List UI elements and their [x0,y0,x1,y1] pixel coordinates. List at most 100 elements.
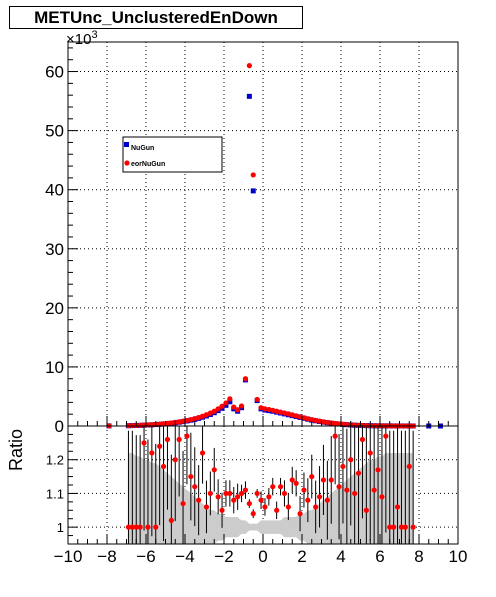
ratio-point [387,524,393,530]
eornugun-point [235,407,241,413]
eornugun-point [332,420,338,427]
eornugun-point [336,421,342,427]
eornugun-point [316,418,323,424]
eornugun-point [188,416,194,423]
ratio-point [336,484,342,490]
ratio-point [293,480,299,486]
nugun-point [227,399,233,405]
eornugun-point [250,172,256,178]
ratio-point [270,484,276,490]
ratio-point [406,463,412,470]
ratio-point [281,490,288,497]
ratio-axis-title: Ratio [6,429,26,471]
ratio-point [211,467,217,473]
ratio-point [383,433,389,439]
ratio-point [125,524,132,530]
x-tick-label: 4 [336,547,345,566]
ratio-point [254,490,260,497]
eornugun-point [293,413,299,419]
x-tick-label: −6 [136,547,155,566]
ratio-point [164,436,171,443]
ratio-point [289,477,295,483]
eornugun-point [211,408,217,414]
y-tick-label-top: 40 [45,181,64,200]
ratio-point [375,467,381,473]
ratio-point [277,484,284,490]
ratio-point [262,504,268,510]
eornugun-point [180,418,186,424]
eornugun-point [262,406,268,412]
eornugun-point [285,411,291,417]
chart-title: METUnc_UnclusteredEnDown [9,6,303,29]
ratio-point [137,524,143,530]
eornugun-point [184,417,190,424]
eornugun-point [192,416,198,422]
ratio-point [192,484,198,490]
x-tick-label: 10 [449,547,468,566]
eornugun-point [270,407,276,413]
ratio-point [328,477,334,483]
ratio-point [203,504,210,510]
ratio-point [215,494,221,500]
ratio-point [313,504,319,510]
eornugun-point [309,417,315,423]
eornugun-point [281,410,288,416]
eornugun-point [157,421,163,427]
y-tick-label-ratio: 1.1 [46,486,64,501]
legend-marker-nugun [124,142,129,147]
eornugun-point [355,422,362,428]
eornugun-point [164,420,171,426]
y-tick-label-top: 20 [45,299,64,318]
eornugun-point [219,403,225,409]
ratio-point [207,490,213,497]
eornugun-point [277,409,284,415]
y-tick-label-ratio: 1.2 [46,453,64,468]
y-tick-label-top: 60 [45,63,64,82]
eornugun-point [258,405,264,411]
eornugun-point [227,396,233,402]
legend-box [122,136,223,173]
ratio-point [176,436,182,443]
ratio-point [266,494,272,500]
ratio-point [250,511,256,517]
legend-label-eornugun: eorNuGun [131,161,165,168]
eornugun-point [176,419,182,425]
ratio-point [344,487,350,493]
eornugun-point [137,422,143,428]
ratio-point [180,500,186,507]
ratio-uncertainty-band [128,452,414,544]
eornugun-point [160,421,167,427]
x-tick-label: 0 [258,547,267,566]
ratio-point [394,504,401,510]
eornugun-point [324,419,330,426]
ratio-point [172,457,178,463]
ratio-point [227,490,233,497]
eornugun-point [199,413,206,419]
ratio-point [168,517,174,524]
ratio-point [352,490,358,497]
ratio-point [410,524,416,530]
ratio-point [246,500,252,507]
ratio-point [332,433,338,439]
nugun-point [250,188,256,194]
eornugun-point [274,408,280,414]
eornugun-point [238,403,245,409]
legend-label-nugun: NuGun [131,145,154,152]
ratio-point [231,497,237,503]
ratio-point [199,450,206,456]
x-tick-label: −10 [54,547,83,566]
ratio-point [340,463,346,470]
eornugun-point [266,406,272,413]
ratio-point [285,504,291,510]
eornugun-point [242,376,249,382]
x-tick-label: 2 [297,547,306,566]
ratio-point [160,463,167,470]
ratio-point [297,511,303,517]
eornugun-point [196,414,202,421]
nugun-point [246,93,252,99]
ratio-point [301,487,307,493]
y-tick-label-ratio: 1 [57,520,64,535]
ratio-point [145,524,151,530]
eornugun-point [168,420,174,426]
